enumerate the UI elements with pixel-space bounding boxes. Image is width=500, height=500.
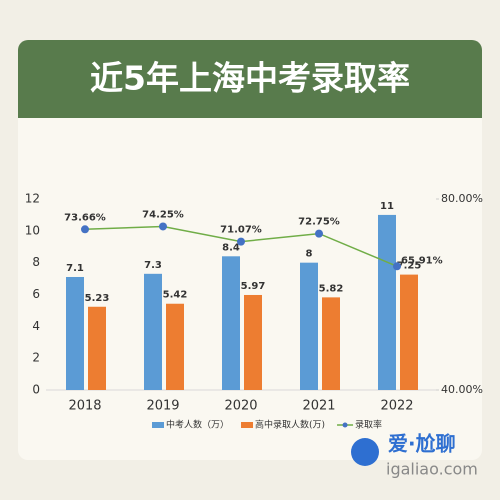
bar-value-label: 8	[306, 249, 313, 260]
y-tick-label: 8	[32, 255, 40, 269]
x-tick-label: 2018	[68, 399, 101, 414]
line-value-label: 74.25%	[142, 209, 184, 220]
bar	[244, 294, 262, 390]
x-tick-label: 2019	[146, 399, 179, 414]
bar-value-label: 5.23	[85, 293, 110, 304]
bar	[166, 303, 184, 390]
x-tick-label: 2020	[224, 399, 257, 414]
y2-tick-label: 40.00%	[441, 383, 483, 396]
chart-title: 近5年上海中考录取率	[90, 59, 410, 98]
header-band	[18, 40, 482, 118]
bar	[66, 276, 84, 390]
y2-tick-label: 80.00%	[441, 192, 483, 205]
line-value-label: 73.66%	[64, 212, 106, 223]
y-tick-label: 4	[32, 319, 40, 333]
line-point	[159, 222, 167, 231]
y-tick-label: 6	[32, 287, 40, 301]
bar	[378, 214, 396, 390]
bar-value-label: 7.1	[66, 263, 84, 274]
watermark-site: igaliao.com	[386, 460, 478, 479]
bar-value-label: 11	[380, 201, 394, 212]
legend-label: 中考人数（万）	[166, 419, 229, 431]
bar-value-label: 8.4	[222, 242, 240, 253]
logo	[351, 438, 379, 466]
bar-value-label: 5.82	[319, 283, 344, 294]
line-value-label: 65.91%	[401, 255, 443, 266]
legend-swatch	[241, 422, 254, 428]
line-value-label: 71.07%	[220, 225, 262, 236]
bar	[400, 274, 418, 390]
line-point	[81, 225, 89, 234]
bar	[88, 306, 106, 390]
legend-swatch	[152, 422, 164, 428]
bar-value-label: 7.25	[397, 261, 422, 272]
legend-label: 高中录取人数(万)	[255, 419, 325, 431]
y-tick-label: 0	[32, 383, 40, 397]
x-tick-label: 2022	[380, 399, 413, 414]
legend-swatch-dot	[342, 422, 348, 428]
y-tick-label: 12	[25, 192, 40, 206]
bar	[322, 297, 340, 390]
line-point	[315, 229, 323, 238]
line-point	[393, 262, 401, 271]
y-tick-label: 2	[32, 351, 40, 365]
watermark-brand: 爱·尬聊	[388, 432, 456, 456]
bar	[144, 273, 162, 390]
x-tick-label: 2021	[302, 399, 335, 414]
legend-label: 录取率	[355, 419, 382, 431]
y-tick-label: 10	[25, 223, 40, 237]
line-point	[237, 237, 245, 246]
bar-value-label: 5.42	[163, 290, 188, 301]
line-value-label: 72.75%	[298, 217, 340, 228]
card	[18, 40, 482, 460]
bar	[222, 256, 240, 390]
bar	[300, 262, 318, 390]
bar-value-label: 5.97	[241, 281, 266, 292]
bar-value-label: 7.3	[144, 260, 162, 271]
